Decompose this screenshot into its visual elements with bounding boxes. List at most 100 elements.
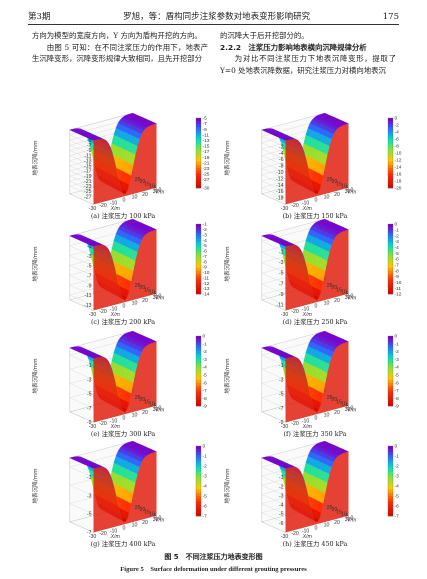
colorbar-tick-label: -9: [203, 127, 208, 133]
x-axis-ticks: -30 -20 -10 0 10 20 30: [281, 189, 351, 212]
x-axis-label: X/m: [302, 206, 313, 212]
surface-panel-a: -5 -7 -9 -11 -13 -15 -17 -19 -21 -23 -25 -27 地表沉降/mm…: [28, 112, 218, 220]
x-tick-label: 10: [132, 413, 138, 419]
colorbar-tick-label: -4: [203, 484, 208, 490]
colorbar-tick-label: -9: [203, 265, 208, 271]
colorbar-tick-label: -6: [395, 504, 400, 510]
x-tick-label: 20: [142, 192, 148, 198]
panel-caption: (g) 注浆压力 400 kPa: [90, 540, 156, 548]
surface-panel-d: -1 -3 -5 -7 -9 -11 地表沉降/mm -30 -20 -10 0 10 20 30 X/m 0…: [220, 218, 410, 326]
y-tick-label: 20: [332, 179, 338, 185]
header-rule: [28, 24, 399, 25]
z-tick-label: -6: [279, 157, 284, 163]
z-tick-label: -12: [276, 176, 284, 182]
colorbar-tick-label: -1: [203, 341, 208, 347]
colorbar-tick-label: -6: [203, 380, 208, 386]
colorbar-tick-label: -5: [203, 494, 208, 500]
y-tick-label: 0: [159, 516, 162, 522]
x-tick-label: -30: [89, 534, 97, 540]
x-tick-label: -30: [89, 424, 97, 430]
y-tick-label: 25: [135, 395, 141, 401]
x-tick-label: 10: [324, 413, 330, 419]
left-paragraph-1: 方向为模型的宽度方向，Y 方向为盾构开挖的方向。: [32, 31, 202, 40]
panel-caption: (b) 注浆压力 150 kPa: [282, 212, 348, 220]
settlement-surface: [69, 218, 157, 311]
right-paragraph-2: 为对比不同注浆压力下地表沉降变形，提取了 Y=0 处地表沉降数据，研究注浆压力对…: [220, 54, 396, 75]
z-axis-ticks: -1 -2 -3 -4 -5 -6: [279, 475, 284, 527]
x-tick-label: 0: [315, 416, 318, 422]
colorbar-tick-label: -2: [203, 227, 208, 233]
colorbar-tick-label: -4: [203, 238, 208, 244]
surface-panel-f: -1 -3 -5 -7 -9 地表沉降/mm -30 -20 -10 0 10 20 30 X/m 0 5 10…: [220, 330, 410, 438]
colorbar-tick-label: -3: [203, 474, 208, 480]
figure-caption-en: Figure 5 Surface deformation under diffe…: [120, 566, 307, 573]
colorbar-tick-label: -6: [203, 249, 208, 255]
x-axis-label: X/m: [110, 312, 121, 318]
colorbar-tick-label: -7: [395, 388, 400, 394]
z-axis-ticks: -1 -3 -5 -7: [87, 475, 92, 536]
z-axis-label: 地表沉降/mm: [223, 468, 231, 503]
x-tick-label: -20: [99, 531, 107, 537]
z-axis-label: 地表沉降/mm: [31, 140, 39, 175]
z-tick-label: -21: [84, 179, 92, 185]
x-tick-label: 10: [132, 523, 138, 529]
y-tick-label: 25: [327, 283, 333, 289]
z-tick-label: -1: [87, 363, 92, 369]
colorbar-tick-label: -13: [203, 138, 210, 144]
x-tick-label: 30: [345, 295, 351, 301]
x-axis-label: X/m: [110, 534, 121, 540]
y-tick-label: 5: [346, 514, 349, 520]
colorbar: -5-7-9-11-13-15-17-19-21-23-25-27 -30: [195, 116, 210, 192]
y-axis-label: Y/m: [155, 517, 165, 523]
x-tick-label: -10: [110, 200, 118, 206]
z-tick-label: -7: [279, 281, 284, 287]
x-axis-ticks: -30 -20 -10 0 10 20 30: [89, 295, 159, 318]
x-axis-ticks: -30 -20 -10 0 10 20 30: [281, 295, 351, 318]
x-tick-label: 20: [142, 520, 148, 526]
colorbar-tick-label: -8: [203, 396, 208, 402]
colorbar-tick-label: -8: [395, 396, 400, 402]
y-tick-label: 15: [336, 287, 342, 293]
y-tick-label: 5: [346, 186, 349, 192]
colorbar-tick-label: -18: [395, 179, 402, 185]
x-tick-label: -20: [99, 421, 107, 427]
y-tick-label: 25: [135, 505, 141, 511]
z-tick-label: -9: [279, 420, 284, 426]
x-tick-label: 30: [153, 295, 159, 301]
z-axis-label: 地表沉降/mm: [223, 358, 231, 393]
y-tick-label: 10: [341, 183, 347, 189]
colorbar-tick-label: -12: [203, 281, 210, 287]
settlement-surface: [69, 112, 157, 205]
x-tick-label: 0: [123, 416, 126, 422]
x-tick-label: 20: [334, 192, 340, 198]
colorbar-tick-label: -8: [203, 259, 208, 265]
colorbar-tick-label: -7: [203, 514, 208, 520]
surface-panel-h: -1 -2 -3 -4 -5 -6 地表沉降/mm -30 -20 -10 0 10 20 30 X/m 0 5…: [220, 440, 410, 548]
left-paragraph-2: 由图 5 可知：在不同注浆压力的作用下，地表产生沉降变形，沉降变形规律大致相同，…: [32, 42, 208, 64]
z-tick-label: -8: [279, 164, 284, 170]
y-tick-label: 25: [135, 283, 141, 289]
z-tick-label: -1: [87, 244, 92, 250]
colorbar-tick-label: -6: [395, 137, 400, 143]
z-tick-label: -3: [279, 377, 284, 383]
colorbar-tick-label: -8: [395, 268, 400, 274]
z-tick-label: -23: [84, 184, 92, 190]
surface-panel-b: -2 -4 -6 -8 -10 -12 -14 -16 -18 地表沉降/mm -30 -20 -10 0…: [220, 112, 410, 220]
colorbar-tick-label: -11: [395, 286, 402, 292]
running-title: 罗旭，等：盾构同步注浆参数对地表变形影响研究: [123, 12, 311, 22]
x-tick-label: -20: [99, 309, 107, 315]
colorbar-tick-label: -3: [203, 357, 208, 363]
y-tick-label: 15: [144, 287, 150, 293]
x-axis-ticks: -30 -20 -10 0 10 20 30: [89, 189, 159, 212]
colorbar-tick-label: -5: [203, 372, 208, 378]
y-axis-label: Y/m: [155, 295, 165, 301]
x-tick-label: 10: [132, 195, 138, 201]
x-tick-label: -10: [110, 418, 118, 424]
colorbar-tick-label: 0: [395, 116, 398, 122]
z-axis-ticks: -1 -3 -5 -7 -9 -11 -13: [84, 244, 92, 309]
x-tick-label: -30: [89, 312, 97, 318]
